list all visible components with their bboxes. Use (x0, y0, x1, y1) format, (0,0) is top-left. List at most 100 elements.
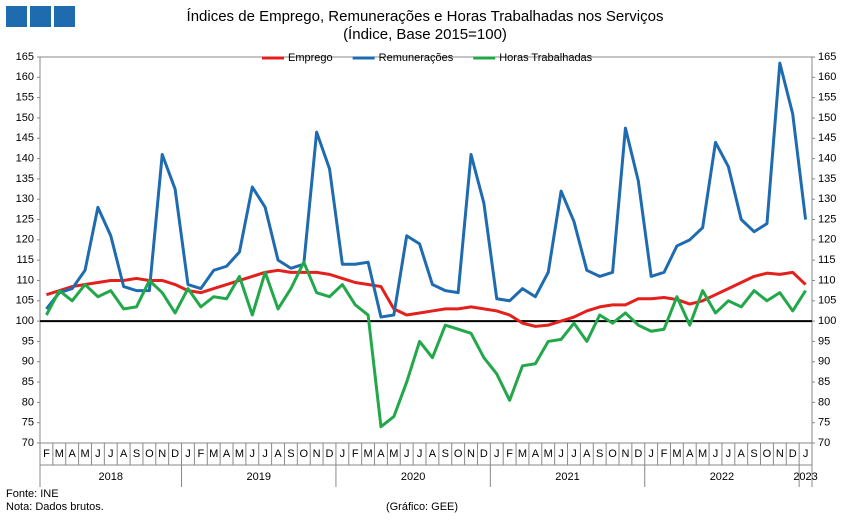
x-tick-label: N (158, 448, 166, 460)
x-tick-label: F (661, 448, 668, 460)
y-tick-label: 135 (16, 173, 34, 185)
x-tick-label: M (518, 448, 527, 460)
y-tick-label: 120 (16, 234, 34, 246)
x-tick-label: M (55, 448, 64, 460)
y2-tick-label: 120 (818, 234, 836, 246)
x-tick-label: M (80, 448, 89, 460)
y2-tick-label: 85 (818, 376, 830, 388)
x-tick-label: F (506, 448, 513, 460)
x-tick-label: J (571, 448, 577, 460)
x-tick-label: M (698, 448, 707, 460)
y-tick-label: 140 (16, 152, 34, 164)
y-tick-label: 165 (16, 51, 34, 63)
x-tick-label: D (634, 448, 642, 460)
x-tick-label: J (404, 448, 410, 460)
chart-title: Índices de Emprego, Remunerações e Horas… (187, 8, 664, 25)
x-tick-label: J (803, 448, 809, 460)
x-tick-label: O (608, 448, 617, 460)
x-tick-label: S (133, 448, 140, 460)
y-tick-label: 80 (22, 396, 34, 408)
x-tick-label: J (108, 448, 114, 460)
y2-tick-label: 160 (818, 71, 836, 83)
x-tick-label: A (738, 448, 746, 460)
x-tick-label: S (442, 448, 449, 460)
legend-label: Emprego (288, 52, 333, 64)
x-tick-label: O (763, 448, 772, 460)
y-tick-label: 70 (22, 437, 34, 449)
x-tick-label: M (235, 448, 244, 460)
x-tick-label: M (544, 448, 553, 460)
x-tick-label: J (250, 448, 256, 460)
chart-subtitle: (Índice, Base 2015=100) (343, 26, 507, 43)
y2-tick-label: 140 (818, 152, 836, 164)
y2-tick-label: 145 (818, 132, 836, 144)
x-tick-label: M (672, 448, 681, 460)
x-tick-label: M (364, 448, 373, 460)
y2-tick-label: 110 (818, 274, 836, 286)
x-tick-label: N (313, 448, 321, 460)
x-tick-label: N (467, 448, 475, 460)
logo-block (54, 6, 75, 27)
year-label: 2022 (710, 471, 734, 483)
y2-tick-label: 155 (818, 92, 836, 104)
y2-tick-label: 75 (818, 417, 830, 429)
x-tick-label: J (185, 448, 191, 460)
source: Fonte: INE (6, 488, 59, 500)
logo-block (6, 6, 27, 27)
y-tick-label: 95 (22, 335, 34, 347)
note: Nota: Dados brutos. (6, 501, 104, 513)
x-tick-label: J (262, 448, 268, 460)
x-tick-label: A (377, 448, 385, 460)
series-line (45, 61, 808, 319)
y-tick-label: 105 (16, 295, 34, 307)
y-tick-label: 90 (22, 356, 34, 368)
y2-tick-label: 165 (818, 51, 836, 63)
year-label: 2020 (401, 471, 425, 483)
y2-tick-label: 115 (818, 254, 836, 266)
x-tick-label: A (68, 448, 76, 460)
x-tick-label: D (326, 448, 334, 460)
x-tick-label: J (558, 448, 564, 460)
x-tick-label: F (197, 448, 204, 460)
x-tick-label: J (95, 448, 101, 460)
y-tick-label: 125 (16, 213, 34, 225)
year-label: 2018 (99, 471, 123, 483)
x-tick-label: M (389, 448, 398, 460)
y2-tick-label: 80 (818, 396, 830, 408)
x-tick-label: J (494, 448, 500, 460)
x-tick-label: O (145, 448, 154, 460)
x-tick-label: S (596, 448, 603, 460)
x-tick-label: J (713, 448, 719, 460)
x-tick-label: A (223, 448, 231, 460)
x-tick-label: O (299, 448, 308, 460)
x-tick-label: D (480, 448, 488, 460)
x-tick-label: S (750, 448, 757, 460)
y-tick-label: 75 (22, 417, 34, 429)
y-tick-label: 130 (16, 193, 34, 205)
y2-tick-label: 135 (818, 173, 836, 185)
x-tick-label: A (274, 448, 282, 460)
legend-label: Remunerações (379, 52, 454, 64)
x-tick-label: A (120, 448, 128, 460)
year-label: 2021 (555, 471, 579, 483)
legend-label: Horas Trabalhadas (499, 52, 592, 64)
x-tick-label: F (43, 448, 50, 460)
x-tick-label: S (287, 448, 294, 460)
year-label: 2023 (793, 471, 817, 483)
y-tick-label: 155 (16, 92, 34, 104)
x-tick-label: A (583, 448, 591, 460)
y-tick-label: 110 (16, 274, 34, 286)
x-tick-label: J (340, 448, 346, 460)
y-tick-label: 160 (16, 71, 34, 83)
y2-tick-label: 130 (818, 193, 836, 205)
y-tick-label: 115 (16, 254, 34, 266)
x-tick-label: J (417, 448, 423, 460)
logo-block (30, 6, 51, 27)
x-tick-label: D (171, 448, 179, 460)
y2-tick-label: 95 (818, 335, 830, 347)
year-label: 2019 (246, 471, 270, 483)
credit: (Gráfico: GEE) (386, 501, 458, 513)
x-tick-label: N (621, 448, 629, 460)
x-tick-label: F (352, 448, 359, 460)
